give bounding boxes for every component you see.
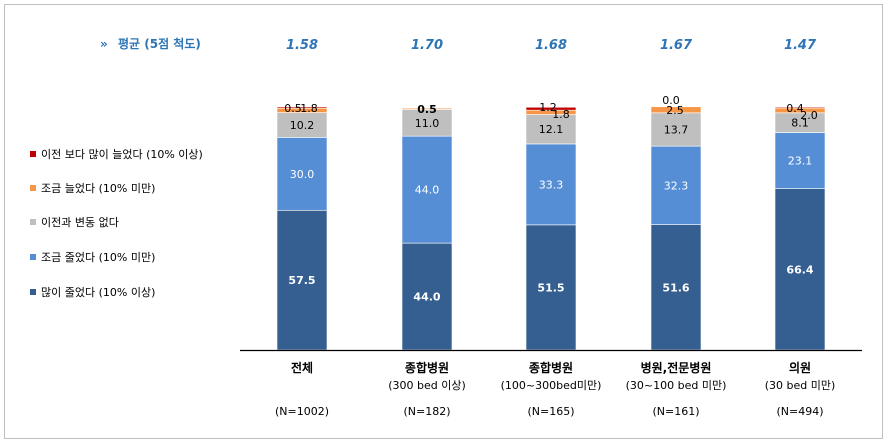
- sample-size-label: (N=182): [403, 405, 450, 418]
- bar-segment: [276, 106, 328, 109]
- data-label: 12.1: [539, 123, 564, 136]
- legend-label: 이전 보다 많이 늘었다 (10% 이상): [41, 148, 203, 161]
- average-value: 1.67: [660, 38, 693, 53]
- legend-swatch: [30, 254, 36, 260]
- category-sublabel: (30~100 bed 미만): [626, 379, 727, 392]
- data-label: 32.3: [664, 179, 689, 192]
- sample-size-label: (N=165): [527, 405, 574, 418]
- category-label: 종합병원: [405, 360, 449, 375]
- bar-segment: [650, 145, 702, 225]
- data-label: 51.6: [662, 281, 689, 294]
- data-label: 44.0: [413, 291, 440, 304]
- category-sublabel: (100~300bed미만): [501, 379, 602, 392]
- legend-swatch: [30, 185, 36, 191]
- data-label: 1.8: [552, 108, 570, 121]
- bar-segment: [401, 109, 453, 137]
- data-label: 66.4: [786, 263, 813, 276]
- legend-label: 많이 줄었다 (10% 이상): [41, 286, 155, 299]
- legend-label: 조금 줄었다 (10% 미만): [41, 251, 155, 264]
- legend-label: 조금 늘었다 (10% 미만): [41, 182, 155, 195]
- legend-swatch: [30, 219, 36, 225]
- data-label: 1.8: [300, 102, 318, 115]
- bar-segment: [650, 224, 702, 351]
- data-label: 30.0: [290, 168, 315, 181]
- category-label: 의원: [789, 360, 811, 375]
- data-label: 13.7: [664, 123, 689, 136]
- average-value: 1.68: [535, 38, 567, 53]
- bar-segment: [525, 106, 577, 111]
- bar-segment: [774, 106, 826, 109]
- category-label: 전체: [291, 360, 313, 375]
- bar-segment: [650, 106, 702, 114]
- data-label: 2.0: [800, 109, 818, 122]
- bar-segment: [276, 209, 328, 351]
- category-label: 병원,전문병원: [641, 360, 712, 375]
- category-sublabel: (300 bed 이상): [388, 379, 466, 392]
- legend-swatch: [30, 151, 36, 157]
- data-label: 44.0: [415, 184, 440, 197]
- legend-swatch: [30, 289, 36, 295]
- bar-segment: [525, 143, 577, 226]
- average-value: 1.58: [286, 38, 318, 53]
- data-label: 0.5: [417, 103, 437, 116]
- data-label: 33.3: [539, 178, 564, 191]
- category-sublabel: (30 bed 미만): [765, 379, 836, 392]
- bar-segment: [276, 112, 328, 138]
- legend-label: 이전과 변동 없다: [41, 216, 119, 229]
- data-label: 0.4: [786, 102, 804, 115]
- data-label: 2.5: [666, 104, 684, 117]
- average-value: 1.70: [411, 38, 443, 53]
- bar-segment: [401, 107, 453, 110]
- sample-size-label: (N=494): [776, 405, 823, 418]
- data-label: 0.0: [662, 94, 680, 107]
- data-label: 1.2: [539, 101, 557, 114]
- data-label: 57.5: [288, 274, 315, 287]
- chevron-right-icon: »: [100, 37, 108, 51]
- category-label: 종합병원: [529, 360, 573, 375]
- sample-size-label: (N=1002): [275, 405, 329, 418]
- data-label: 10.2: [290, 119, 315, 132]
- data-label: 23.1: [788, 155, 813, 168]
- average-value: 1.47: [784, 38, 817, 53]
- data-label: 8.1: [791, 117, 809, 130]
- bar-segment: [525, 114, 577, 145]
- data-label: 0.5: [284, 102, 302, 115]
- sample-size-label: (N=161): [652, 405, 699, 418]
- data-label: 11.0: [415, 117, 440, 130]
- bar-segment: [525, 224, 577, 351]
- average-title: 평균 (5점 척도): [118, 36, 201, 51]
- data-label: 51.5: [537, 281, 564, 294]
